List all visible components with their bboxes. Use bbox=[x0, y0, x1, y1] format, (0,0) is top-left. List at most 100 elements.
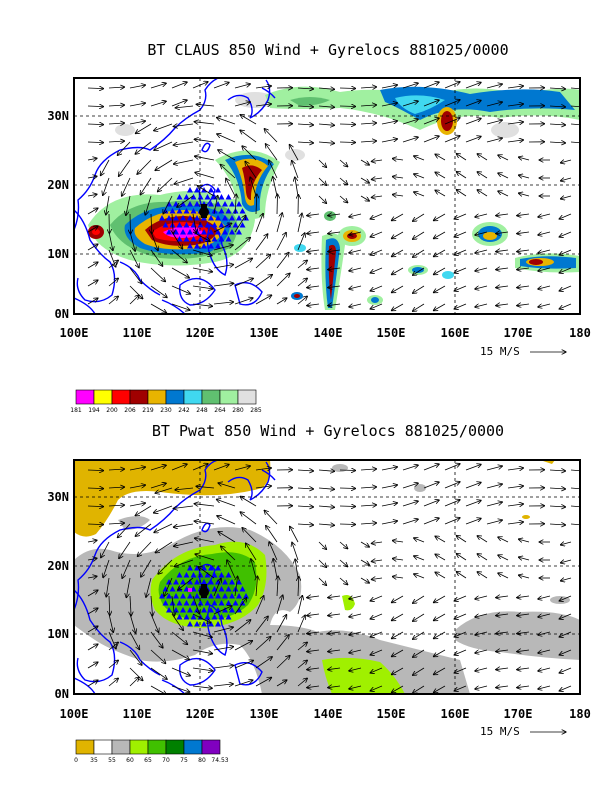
wind-vector bbox=[413, 613, 425, 621]
wind-vector bbox=[328, 268, 341, 270]
wind-vector bbox=[433, 249, 446, 257]
wind-vector bbox=[339, 541, 348, 549]
gyre-triangle bbox=[215, 565, 221, 571]
wind-vector bbox=[517, 250, 530, 252]
wind-vector bbox=[307, 686, 320, 688]
wind-vector bbox=[119, 159, 131, 176]
wind-vector bbox=[255, 254, 271, 269]
colorbar-swatch bbox=[237, 389, 257, 405]
wind-vector bbox=[454, 595, 467, 601]
wind-vector bbox=[129, 677, 139, 687]
gyre-triangle bbox=[229, 229, 235, 235]
panel-b-ytick: 20N bbox=[47, 559, 69, 573]
panel-b-xtick: 130E bbox=[250, 707, 279, 721]
wind-vector bbox=[318, 177, 327, 185]
panel-a-cloud-east bbox=[442, 222, 580, 279]
wind-vector bbox=[549, 524, 566, 525]
wind-vector bbox=[475, 214, 488, 217]
wind-vector bbox=[318, 488, 335, 489]
wind-vector bbox=[196, 486, 215, 488]
gyre-triangle bbox=[208, 621, 214, 627]
wind-vector bbox=[213, 665, 234, 668]
panel-a-cloud-band-north bbox=[265, 86, 580, 135]
gyre-triangle bbox=[215, 243, 221, 249]
wind-vector bbox=[157, 177, 173, 192]
wind-vector bbox=[328, 632, 341, 634]
wind-vector bbox=[250, 177, 257, 197]
wind-vector bbox=[307, 232, 320, 234]
wind-vector bbox=[549, 506, 566, 507]
wind-vector bbox=[213, 627, 233, 633]
wind-vector bbox=[255, 104, 272, 106]
wind-vector bbox=[173, 141, 194, 145]
wind-vector bbox=[150, 83, 166, 89]
gyre-triangle bbox=[218, 208, 225, 214]
wind-vector bbox=[517, 668, 530, 670]
wind-vector bbox=[87, 106, 104, 107]
wind-vector bbox=[297, 124, 314, 125]
gyre-triangle bbox=[215, 187, 221, 193]
wind-vector bbox=[517, 614, 530, 616]
wind-vector bbox=[517, 232, 530, 234]
wind-vector bbox=[137, 159, 152, 174]
wind-vector bbox=[297, 615, 305, 633]
wind-vector bbox=[486, 466, 502, 471]
wind-vector bbox=[292, 542, 299, 561]
wind-vector bbox=[496, 668, 509, 670]
panel-a-xtick: 120E bbox=[186, 326, 215, 340]
wind-vector bbox=[339, 177, 348, 185]
panel-a-xtick: 130E bbox=[250, 326, 279, 340]
wind-vector bbox=[538, 686, 551, 689]
wind-vector bbox=[103, 177, 110, 196]
wind-vector bbox=[276, 656, 290, 669]
wind-vector bbox=[477, 554, 488, 561]
wind-vector bbox=[444, 482, 460, 489]
wind-vector bbox=[255, 596, 264, 615]
wind-vector bbox=[135, 505, 152, 516]
wind-vector bbox=[318, 541, 327, 549]
wind-vector bbox=[171, 649, 190, 660]
wind-vector bbox=[518, 575, 530, 578]
wind-vector bbox=[391, 595, 404, 603]
wind-vector bbox=[192, 267, 213, 272]
wind-vector bbox=[465, 500, 481, 507]
gyre-triangle bbox=[208, 593, 214, 599]
colorbar-label: 35 bbox=[90, 757, 98, 764]
wind-vector bbox=[402, 465, 418, 471]
panel-a-xtick: 180 bbox=[569, 326, 591, 340]
wind-vector bbox=[155, 487, 173, 493]
wind-vector bbox=[392, 541, 404, 543]
gyre-triangle bbox=[229, 215, 235, 221]
gyre-triangle bbox=[225, 586, 232, 592]
wind-vector bbox=[339, 195, 348, 203]
wind-vector bbox=[475, 286, 488, 289]
wind-vector bbox=[339, 559, 348, 567]
gyre-triangle bbox=[194, 215, 200, 221]
wind-vector bbox=[360, 177, 369, 183]
wind-vector bbox=[454, 613, 467, 619]
wind-vector bbox=[371, 178, 383, 180]
wind-vector bbox=[328, 214, 341, 216]
wind-vector bbox=[318, 470, 335, 471]
colorbar-label: 242 bbox=[178, 407, 190, 414]
wind-vector bbox=[496, 250, 509, 252]
wind-vector bbox=[192, 667, 213, 671]
wind-vector bbox=[454, 249, 467, 255]
wind-vector bbox=[360, 541, 369, 547]
wind-vector bbox=[108, 469, 125, 470]
wind-vector bbox=[129, 85, 146, 89]
wind-vector bbox=[486, 102, 502, 107]
wind-vector bbox=[339, 488, 356, 489]
gyre-triangle bbox=[218, 236, 225, 242]
wind-vector bbox=[297, 678, 307, 687]
wind-vector bbox=[570, 123, 580, 126]
gyre-triangle bbox=[239, 208, 246, 214]
wind-vector bbox=[307, 214, 320, 216]
wind-vector bbox=[507, 86, 524, 88]
wind-vector bbox=[172, 595, 175, 616]
wind-vector bbox=[192, 595, 200, 614]
wind-vector bbox=[559, 667, 572, 673]
colorbar-swatch bbox=[111, 739, 131, 755]
wind-vector bbox=[370, 285, 383, 291]
wind-vector bbox=[246, 543, 257, 561]
